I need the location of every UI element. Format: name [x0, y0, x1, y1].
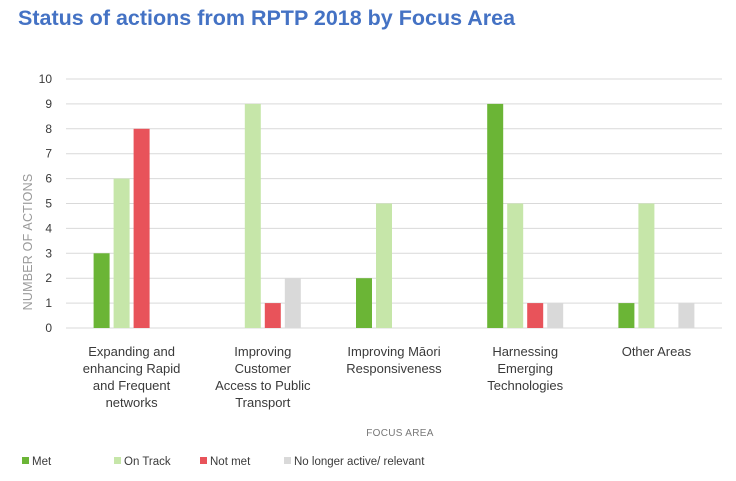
bar-met: [618, 303, 635, 328]
x-category-label-line: Customer: [235, 361, 292, 376]
legend-item: Not met: [200, 456, 251, 468]
x-category-label: Improving Māori Responsiveness: [346, 344, 442, 376]
bar-on-track: [244, 103, 261, 329]
x-category-label-line: Improving Māori: [347, 344, 440, 359]
x-category-label-line: Other Areas: [622, 344, 692, 359]
bar-no-longer-active-relevant: [547, 303, 564, 328]
x-axis-categories: Expanding and enhancing Rapid and Frequent…: [83, 344, 692, 410]
bar-met: [487, 103, 504, 329]
y-tick-label: 7: [45, 147, 52, 161]
y-tick-label: 9: [45, 97, 52, 111]
bar-met: [356, 278, 372, 328]
x-category-label-line: Expanding and: [88, 344, 175, 359]
bar-not-met: [527, 303, 544, 328]
bar-on-track: [638, 203, 655, 328]
x-category-label-line: Access to Public: [215, 378, 311, 393]
x-category-label-line: Harnessing: [492, 344, 558, 359]
legend-swatch: [284, 457, 291, 464]
legend: Met On Track Not met No longer active/ rele…: [22, 456, 425, 468]
bar-met: [93, 253, 110, 328]
x-category-label-line: networks: [106, 395, 159, 410]
bar-on-track: [507, 203, 524, 328]
y-tick-label: 1: [45, 296, 52, 310]
x-category-label: Harnessing Emerging Technologies: [487, 344, 563, 393]
bar-not-met: [133, 128, 150, 328]
y-tick-label: 2: [45, 271, 52, 285]
y-tick-label: 4: [45, 221, 52, 235]
x-category-label-line: Responsiveness: [346, 361, 442, 376]
legend-swatch: [22, 457, 29, 464]
legend-swatch: [200, 457, 207, 464]
x-axis-label: FOCUS AREA: [366, 428, 433, 439]
x-category-label-line: Technologies: [487, 378, 563, 393]
legend-swatch: [114, 457, 121, 464]
bar-on-track: [113, 178, 130, 328]
x-category-label-line: Improving: [234, 344, 291, 359]
y-axis-ticks: 0 1 2 3 4 5 6 7 8 9 10: [39, 72, 53, 335]
x-category-label: Expanding and enhancing Rapid and Frequent…: [83, 344, 181, 410]
legend-label: Met: [32, 456, 52, 468]
y-tick-label: 10: [39, 72, 53, 86]
y-tick-label: 6: [45, 172, 52, 186]
bar-not-met: [264, 303, 281, 328]
y-tick-label: 8: [45, 122, 52, 136]
y-tick-label: 5: [45, 197, 52, 211]
x-category-label-line: Emerging: [497, 361, 553, 376]
x-category-label: Other Areas: [622, 344, 692, 359]
bar-no-longer-active-relevant: [284, 278, 301, 328]
x-category-label-line: and Frequent: [93, 378, 171, 393]
legend-label: No longer active/ relevant: [294, 456, 425, 468]
bar-no-longer-active-relevant: [678, 303, 695, 328]
y-tick-label: 3: [45, 246, 52, 260]
legend-item: No longer active/ relevant: [284, 456, 425, 468]
legend-label: On Track: [124, 456, 171, 468]
legend-item: On Track: [114, 456, 171, 468]
bars: [93, 103, 695, 329]
y-tick-label: 0: [45, 321, 52, 335]
chart-title: Status of actions from RPTP 2018 by Focu…: [18, 6, 516, 30]
x-category-label-line: Transport: [235, 395, 291, 410]
y-axis-label: NUMBER OF ACTIONS: [21, 174, 35, 311]
gridlines: [66, 78, 722, 329]
legend-item: Met: [22, 456, 52, 468]
bar-on-track: [376, 203, 392, 328]
x-category-label: Improving Customer Access to Public Transpo…: [215, 344, 311, 410]
x-category-label-line: enhancing Rapid: [83, 361, 181, 376]
legend-label: Not met: [210, 456, 251, 468]
